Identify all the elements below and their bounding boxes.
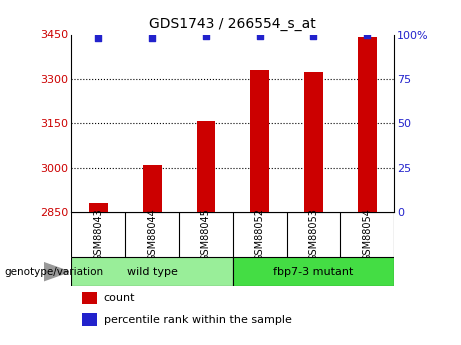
- Text: wild type: wild type: [127, 267, 177, 277]
- Text: GSM88044: GSM88044: [147, 208, 157, 261]
- Text: fbp7-3 mutant: fbp7-3 mutant: [273, 267, 354, 277]
- Bar: [82, 313, 97, 326]
- Bar: [233, 257, 394, 286]
- Bar: [89, 203, 108, 212]
- Point: [148, 35, 156, 41]
- Text: genotype/variation: genotype/variation: [5, 267, 104, 277]
- Point: [364, 32, 371, 37]
- Bar: [358, 38, 377, 212]
- Bar: [250, 70, 269, 212]
- Bar: [196, 121, 215, 212]
- Text: GSM88053: GSM88053: [308, 208, 319, 261]
- Text: GSM88054: GSM88054: [362, 208, 372, 261]
- Bar: [82, 292, 97, 304]
- Text: GSM88045: GSM88045: [201, 208, 211, 261]
- Title: GDS1743 / 266554_s_at: GDS1743 / 266554_s_at: [149, 17, 316, 31]
- Text: GSM88043: GSM88043: [93, 208, 103, 261]
- Polygon shape: [44, 263, 69, 281]
- Bar: [304, 71, 323, 212]
- Point: [256, 33, 263, 39]
- Text: GSM88052: GSM88052: [254, 208, 265, 261]
- Point: [202, 33, 210, 39]
- Text: percentile rank within the sample: percentile rank within the sample: [104, 315, 292, 325]
- Text: count: count: [104, 293, 135, 303]
- Bar: [143, 165, 161, 212]
- Point: [310, 33, 317, 39]
- Bar: [71, 257, 233, 286]
- Point: [95, 35, 102, 41]
